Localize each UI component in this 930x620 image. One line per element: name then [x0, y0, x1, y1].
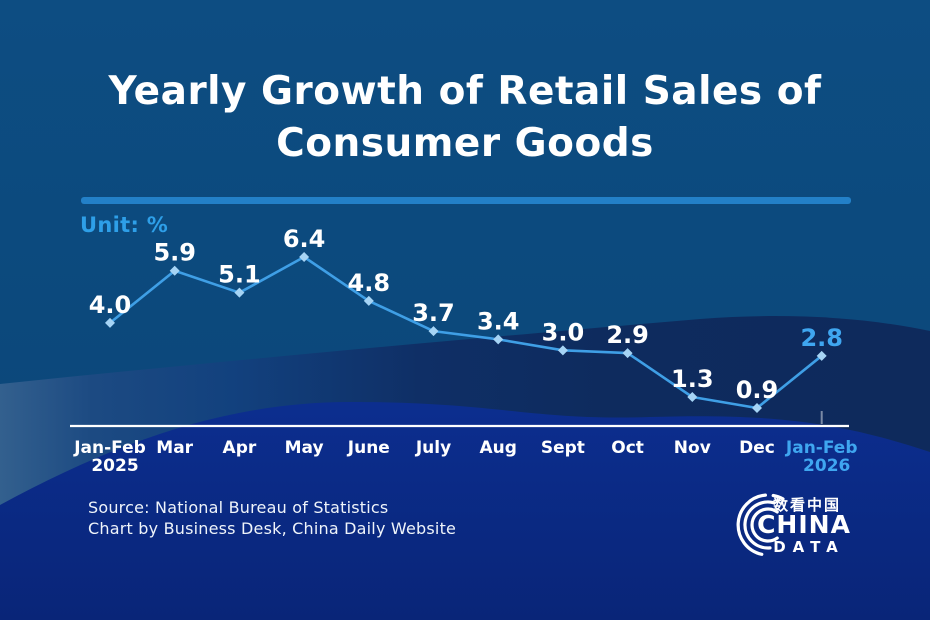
- value-label: 0.9: [736, 376, 779, 404]
- data-point-marker: [557, 345, 568, 356]
- logo-arcs-icon: [736, 493, 785, 556]
- page-title: Yearly Growth of Retail Sales of Consume…: [0, 66, 930, 170]
- value-label: 4.0: [89, 291, 132, 319]
- x-axis-label: Nov: [674, 438, 711, 458]
- x-axis-label: July: [415, 438, 451, 458]
- logo-data-text: DATA: [773, 538, 845, 556]
- data-point-marker: [752, 402, 762, 413]
- x-axis-sublabel: 2025: [91, 456, 138, 476]
- x-axis-label: Jan-Feb: [73, 438, 146, 458]
- x-axis-sublabel: 2026: [803, 456, 850, 476]
- value-label: 3.4: [477, 307, 520, 335]
- x-axis-label: Aug: [479, 438, 516, 458]
- value-label: 4.8: [348, 269, 391, 297]
- x-axis-label: Oct: [611, 438, 644, 458]
- x-axis-label: Mar: [156, 438, 193, 458]
- value-label: 5.9: [153, 239, 196, 267]
- value-label: 1.3: [671, 365, 714, 393]
- value-label: 2.9: [606, 321, 649, 349]
- title-divider: [81, 197, 851, 204]
- value-label: 3.7: [412, 299, 455, 327]
- data-point-marker: [622, 348, 633, 359]
- x-axis-label: Dec: [739, 438, 775, 458]
- china-data-logo: 数看中国 CHINA DATA: [736, 493, 851, 556]
- logo-chinese-text: 数看中国: [773, 496, 841, 514]
- x-axis-label: May: [285, 438, 324, 458]
- value-label: 2.8: [800, 324, 843, 352]
- value-label: 6.4: [283, 225, 326, 253]
- trend-line: [108, 255, 824, 410]
- data-point-marker: [234, 287, 245, 298]
- data-point-marker: [687, 391, 698, 402]
- data-point-marker: [105, 317, 115, 328]
- source-line-2: Chart by Business Desk, China Daily Webs…: [88, 519, 457, 538]
- wave-royal: [0, 402, 930, 620]
- data-point-marker: [299, 252, 310, 262]
- value-label: 3.0: [542, 318, 585, 346]
- data-point-marker: [428, 326, 439, 337]
- data-point-marker: [816, 350, 827, 361]
- source-block: Source: National Bureau of Statistics Ch…: [88, 497, 456, 539]
- data-point-marker: [363, 295, 374, 306]
- page-title-line-2: Consumer Goods: [276, 121, 654, 166]
- source-line-1: Source: National Bureau of Statistics: [88, 498, 389, 517]
- unit-label: Unit: %: [80, 213, 169, 237]
- page-title-line-1: Yearly Growth of Retail Sales of: [108, 69, 822, 114]
- value-label: 5.1: [218, 261, 261, 289]
- data-point-marker: [493, 334, 504, 345]
- x-axis-label: Jan-Feb: [785, 438, 858, 458]
- data-point-marker: [169, 265, 180, 276]
- x-axis-label: Sept: [541, 438, 585, 458]
- x-axis-label: Apr: [223, 438, 257, 458]
- logo-china-text: CHINA: [757, 510, 851, 539]
- x-axis-label: June: [347, 438, 390, 458]
